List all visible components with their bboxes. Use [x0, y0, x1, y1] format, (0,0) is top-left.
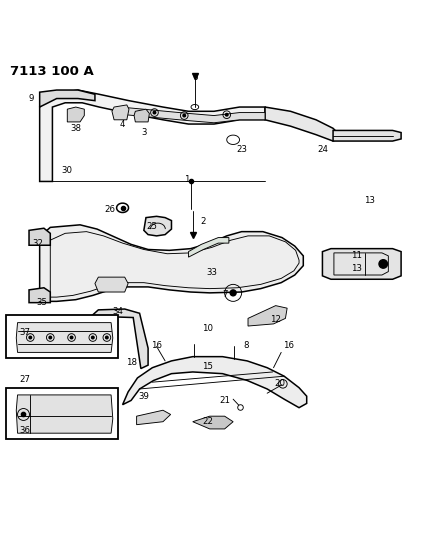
- Polygon shape: [134, 109, 149, 122]
- Text: 4: 4: [120, 119, 125, 128]
- Text: 23: 23: [236, 145, 247, 154]
- Text: 2: 2: [201, 217, 206, 227]
- Circle shape: [29, 336, 32, 339]
- Polygon shape: [137, 410, 171, 425]
- Text: 9: 9: [29, 94, 34, 103]
- Text: 27: 27: [19, 375, 30, 384]
- Text: 33: 33: [206, 269, 217, 277]
- Circle shape: [49, 336, 51, 339]
- Text: 18: 18: [125, 358, 137, 367]
- Text: 6: 6: [192, 73, 198, 82]
- Text: 15: 15: [202, 362, 213, 371]
- Text: 32: 32: [32, 239, 43, 248]
- Polygon shape: [122, 357, 307, 408]
- Text: 21: 21: [219, 396, 230, 405]
- Text: 16: 16: [283, 341, 294, 350]
- Polygon shape: [16, 395, 113, 433]
- Text: 30: 30: [62, 166, 73, 175]
- Text: 24: 24: [317, 145, 328, 154]
- Polygon shape: [29, 228, 50, 245]
- Polygon shape: [248, 305, 287, 326]
- Polygon shape: [40, 90, 95, 107]
- Polygon shape: [40, 225, 303, 303]
- Bar: [6, 387, 118, 439]
- Text: 26: 26: [104, 205, 115, 214]
- Text: 36: 36: [19, 426, 30, 435]
- Polygon shape: [120, 107, 265, 123]
- Circle shape: [92, 336, 94, 339]
- Text: 34: 34: [113, 306, 124, 316]
- Text: 20: 20: [274, 379, 285, 388]
- Text: 12: 12: [270, 315, 281, 324]
- Circle shape: [70, 336, 73, 339]
- Text: 3: 3: [141, 128, 146, 137]
- Circle shape: [183, 114, 185, 117]
- Text: 35: 35: [36, 298, 47, 307]
- Text: 16: 16: [151, 341, 162, 350]
- Polygon shape: [333, 131, 401, 141]
- Text: 25: 25: [147, 222, 158, 231]
- Polygon shape: [40, 90, 265, 181]
- Circle shape: [379, 260, 387, 268]
- Text: 11: 11: [351, 252, 362, 260]
- Polygon shape: [95, 277, 128, 292]
- Circle shape: [21, 413, 26, 417]
- Bar: [6, 316, 118, 358]
- Polygon shape: [193, 416, 233, 429]
- Circle shape: [106, 336, 108, 339]
- Circle shape: [153, 111, 156, 114]
- Text: 7: 7: [222, 289, 227, 298]
- Polygon shape: [188, 238, 229, 257]
- Text: 38: 38: [70, 124, 81, 133]
- Text: 7113 100 A: 7113 100 A: [10, 64, 94, 77]
- Text: 22: 22: [202, 417, 213, 426]
- Circle shape: [230, 290, 236, 296]
- Text: 8: 8: [243, 341, 249, 350]
- Text: 13: 13: [364, 196, 374, 205]
- Polygon shape: [29, 288, 50, 303]
- Polygon shape: [67, 107, 84, 122]
- Polygon shape: [322, 248, 401, 279]
- Text: 10: 10: [202, 324, 213, 333]
- Circle shape: [226, 114, 228, 116]
- Text: 37: 37: [19, 328, 30, 337]
- Polygon shape: [112, 105, 129, 120]
- Text: 39: 39: [138, 392, 149, 401]
- Polygon shape: [16, 322, 113, 352]
- Polygon shape: [91, 309, 148, 368]
- Polygon shape: [144, 216, 172, 236]
- Text: 1: 1: [184, 175, 189, 184]
- Text: 13: 13: [351, 264, 362, 273]
- Polygon shape: [265, 107, 342, 141]
